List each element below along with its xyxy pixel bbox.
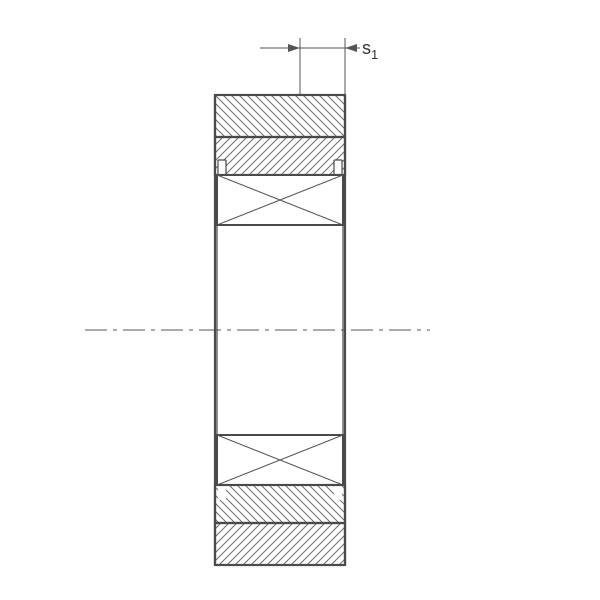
- inner-race-bottom: [215, 485, 345, 523]
- dimension-s1: s1: [260, 38, 378, 95]
- outer-race-top: [215, 95, 345, 137]
- inner-race-top: [215, 137, 345, 175]
- bearing-cross-section: s1: [0, 0, 600, 600]
- dimension-label: s1: [362, 38, 378, 62]
- outer-race-bottom: [215, 523, 345, 565]
- roller-top: [217, 175, 343, 225]
- roller-bottom: [217, 435, 343, 485]
